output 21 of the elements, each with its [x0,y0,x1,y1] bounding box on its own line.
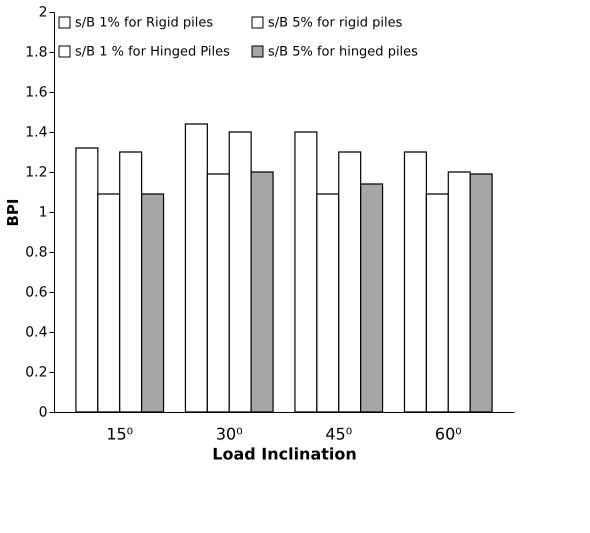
y-tick-label: 1.8 [25,44,48,60]
x-tick-label: 30⁰ [216,424,243,444]
legend-label: s/B 5% for hinged piles [268,44,418,60]
y-tick-label: 0.6 [25,284,48,300]
y-tick-label: 0.8 [25,244,48,260]
y-tick-label: 1.2 [25,164,48,180]
y-tick-label: 0 [38,404,48,420]
legend-label: s/B 1% for Rigid piles [75,16,214,31]
x-axis-title: Load Inclination [212,444,357,464]
y-tick-label: 0.2 [25,364,48,380]
legend-label: s/B 5% for rigid piles [268,16,403,31]
y-tick-label: 1.4 [25,124,48,140]
y-tick-label: 0.4 [25,324,48,340]
y-tick-label: 1 [38,204,48,220]
x-tick-label: 45⁰ [325,424,352,444]
y-tick-label: 2 [38,4,48,20]
legend-label: s/B 1 % for Hinged Piles [75,44,230,60]
y-axis-title: BPI [4,198,22,227]
x-tick-label: 15⁰ [106,424,134,444]
x-tick-label: 60⁰ [434,424,462,444]
y-tick-label: 1.6 [25,84,48,100]
